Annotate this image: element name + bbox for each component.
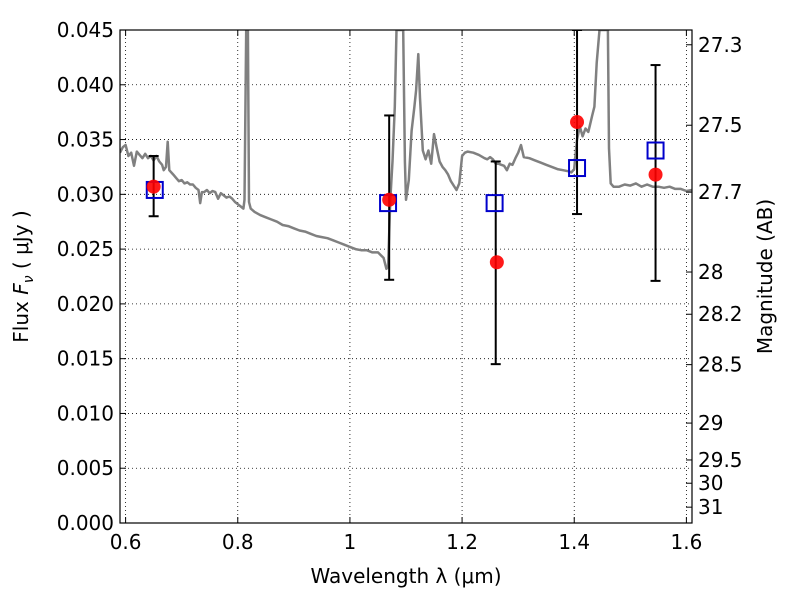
y-tick-label: 0.045 <box>57 18 114 42</box>
x-tick-label: 0.8 <box>222 530 254 554</box>
spectrum-line <box>120 30 692 271</box>
observed-flux-point <box>382 192 397 207</box>
y-tick-label: 0.010 <box>57 401 114 425</box>
y-tick-label: 0.040 <box>57 73 114 97</box>
y-tick-label: 0.015 <box>57 347 114 371</box>
model-flux-square <box>485 194 504 213</box>
right-tick-label: 28.5 <box>698 353 743 377</box>
axis-ticks: 0.6 0.8 1 1.2 1.4 1.6 0.000 0.005 0.010 0.015 0.02… <box>57 18 743 554</box>
y-tick-label: 0.025 <box>57 237 114 261</box>
observed-flux-point <box>489 255 504 270</box>
y-axis-label-right: Magnitude (AB) <box>753 199 777 354</box>
plot-area <box>120 30 692 366</box>
observed-flux-point <box>146 179 161 194</box>
y-tick-label: 0.020 <box>57 292 114 316</box>
right-tick-label: 27.5 <box>698 113 743 137</box>
model-flux-square <box>568 159 587 178</box>
grid-lines <box>120 29 692 524</box>
x-tick-label: 1.4 <box>558 530 590 554</box>
x-axis-label: Wavelength λ (μm) <box>310 564 501 588</box>
plot-frame <box>119 29 693 524</box>
x-tick-label: 1.6 <box>670 530 702 554</box>
y-axis-label-left: Flux Fν ( μJy ) <box>9 210 37 342</box>
y-tick-label: 0.030 <box>57 182 114 206</box>
right-tick-label: 29 <box>698 411 723 435</box>
x-tick-label: 1 <box>344 530 357 554</box>
y-tick-label: 0.035 <box>57 128 114 152</box>
right-tick-label: 27.3 <box>698 33 743 57</box>
right-tick-label: 27.7 <box>698 180 743 204</box>
y-tick-label: 0.000 <box>57 511 114 535</box>
right-tick-label: 28 <box>698 260 723 284</box>
right-tick-label: 31 <box>698 495 723 519</box>
right-tick-label: 30 <box>698 471 723 495</box>
observed-flux-point <box>648 167 663 182</box>
right-tick-label: 29.5 <box>698 448 743 472</box>
y-tick-label: 0.005 <box>57 456 114 480</box>
model-flux-square <box>646 141 665 160</box>
x-tick-label: 1.2 <box>446 530 478 554</box>
observed-flux-point <box>570 115 585 130</box>
x-tick-label: 0.6 <box>110 530 142 554</box>
right-tick-label: 28.2 <box>698 302 743 326</box>
